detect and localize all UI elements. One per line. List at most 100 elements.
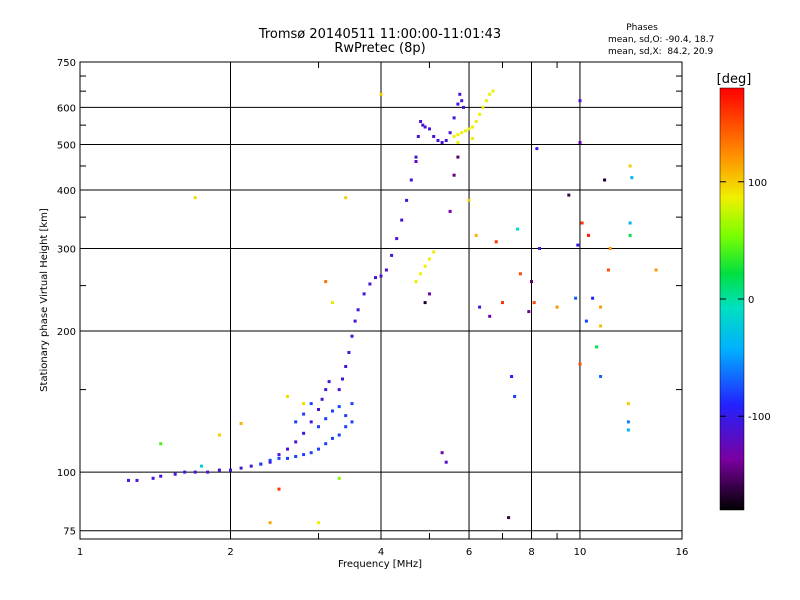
phases-heading: Phases <box>626 23 658 33</box>
echo-point <box>414 280 418 284</box>
echo-point <box>501 301 504 305</box>
echo-point <box>456 133 460 137</box>
x-tick-label: 16 <box>676 547 689 558</box>
grid-lines <box>80 62 682 539</box>
echo-point <box>337 388 341 392</box>
echo-point <box>350 420 354 424</box>
colorbar-tick-label: 0 <box>748 295 754 306</box>
echo-point <box>606 268 610 272</box>
echo-point <box>444 460 448 464</box>
echo-point <box>239 466 243 470</box>
echo-point <box>471 137 475 140</box>
echo-point <box>432 135 436 138</box>
echo-point <box>513 395 517 398</box>
echo-point <box>379 92 383 96</box>
echo-point <box>268 458 272 462</box>
echo-point <box>452 135 456 138</box>
echo-point <box>331 436 334 440</box>
echo-point <box>494 240 498 244</box>
echo-point <box>626 420 630 424</box>
colorbar-tick-label: 100 <box>748 178 767 189</box>
echo-point <box>440 141 444 144</box>
echo-point <box>510 375 514 378</box>
echo-point <box>478 305 482 309</box>
echo-point <box>337 433 341 437</box>
echo-point <box>456 141 460 144</box>
echo-point <box>555 305 559 309</box>
echo-point <box>467 127 471 131</box>
echo-point <box>448 131 452 135</box>
echo-point <box>599 375 603 378</box>
echo-point <box>324 280 328 284</box>
echo-point <box>286 447 289 451</box>
x-tick-label: 6 <box>466 547 472 558</box>
echo-point <box>324 442 328 446</box>
echo-point <box>481 105 485 109</box>
y-tick-label: 500 <box>57 141 76 152</box>
y-tick-label: 100 <box>57 468 76 479</box>
echo-point <box>127 478 130 482</box>
echo-point <box>458 92 462 96</box>
colorbar-ticks: 100 0 -100 <box>720 178 771 423</box>
echo-point <box>239 422 243 425</box>
echo-point <box>347 351 351 354</box>
echo-point <box>159 474 163 478</box>
phases-o-mode: mean, sd,O: -90.4, 18.7 <box>608 35 714 45</box>
echo-point <box>268 521 272 525</box>
echo-point <box>356 308 360 312</box>
echo-point <box>317 521 320 525</box>
phases-x-mode: mean, sd,X: 84.2, 20.9 <box>608 47 714 57</box>
echo-point <box>302 402 306 406</box>
echo-point <box>567 193 571 197</box>
echo-point <box>362 292 366 296</box>
x-tick-label: 8 <box>528 547 534 558</box>
y-tick-label: 600 <box>57 103 76 114</box>
echo-point <box>535 147 539 151</box>
echo-point <box>599 305 603 309</box>
echo-point <box>294 455 298 458</box>
echo-point <box>428 292 431 296</box>
echo-point <box>302 412 306 416</box>
echo-point <box>488 314 492 318</box>
echo-point <box>414 155 418 159</box>
echo-point <box>448 209 452 213</box>
y-tick-label: 75 <box>63 527 76 538</box>
echo-point <box>259 462 263 466</box>
echo-point <box>599 324 603 328</box>
echo-point <box>474 233 478 237</box>
y-tick-label: 200 <box>57 327 76 338</box>
x-tick-label: 1 <box>77 547 83 558</box>
echo-point <box>324 388 328 392</box>
echo-point <box>309 402 313 406</box>
echo-point <box>374 276 377 280</box>
echo-point <box>436 139 440 142</box>
echo-point <box>200 464 203 468</box>
echo-point <box>440 451 444 455</box>
echo-point <box>344 365 348 368</box>
echo-point <box>302 431 306 435</box>
echo-point <box>249 464 253 468</box>
echo-point <box>462 105 465 109</box>
echo-point <box>460 99 464 103</box>
echo-point <box>630 176 634 180</box>
echo-point <box>516 227 519 231</box>
echo-point <box>344 414 348 418</box>
echo-point <box>217 468 221 472</box>
echo-point <box>628 221 632 225</box>
echo-point <box>341 377 344 381</box>
echo-point <box>317 425 320 429</box>
echo-point <box>331 409 334 413</box>
echo-point <box>409 178 413 182</box>
x-tick-labels: 1 2 4 6 8 10 16 <box>77 547 689 558</box>
echo-point <box>423 125 427 129</box>
echo-point <box>344 425 348 429</box>
echo-point <box>416 135 420 138</box>
echo-point <box>654 268 658 272</box>
echo-point <box>488 92 492 96</box>
echo-point <box>578 362 582 366</box>
echo-point <box>384 268 388 272</box>
echo-point <box>350 334 354 338</box>
echo-point <box>530 280 533 284</box>
echo-point <box>159 442 163 446</box>
echo-point <box>428 127 431 131</box>
